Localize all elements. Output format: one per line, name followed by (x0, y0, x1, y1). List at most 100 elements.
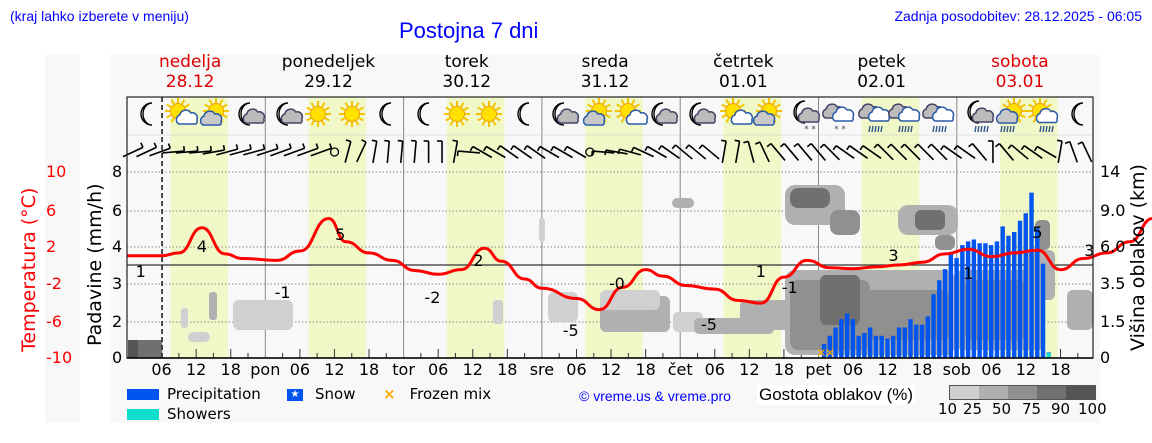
page-title: Postojna 7 dni (399, 18, 539, 43)
svg-text:-0: -0 (609, 274, 625, 293)
svg-text:-1: -1 (782, 278, 798, 297)
precip-tick: 8 (112, 162, 123, 181)
legend-showers-label: Showers (167, 405, 231, 423)
legend-frozen-mix: × Frozen mix (383, 385, 491, 403)
x-axis-tick: 12 (1015, 360, 1037, 379)
svg-text:✕: ✕ (816, 346, 826, 360)
x-axis-tick: 18 (773, 360, 795, 379)
density-swatch (979, 386, 1008, 399)
svg-text:* *: * * (804, 125, 816, 135)
cloud-height-tick: 14 (1100, 162, 1121, 181)
temp-tick: 2 (46, 237, 57, 256)
copyright-link[interactable]: © vreme.us & vreme.pro (579, 388, 731, 404)
x-axis-tick: 12 (462, 360, 483, 379)
x-axis-tick: 18 (358, 360, 380, 379)
svg-text:-5: -5 (563, 321, 579, 340)
day-date: 03.01 (995, 72, 1045, 92)
day-header-1: ponedeljek 29.12 (268, 52, 388, 92)
cloud-height-tick: 3.5 (1100, 274, 1126, 293)
x-axis-tick: 18 (635, 360, 656, 379)
svg-text:-1: -1 (275, 283, 291, 302)
precip-axis-label: Padavine (mm/h) (84, 183, 106, 346)
x-axis-tick: 12 (185, 360, 207, 379)
day-header-5: petek 02.01 (822, 52, 942, 92)
precip-tick: 4 (112, 237, 123, 256)
day-date: 31.12 (580, 72, 630, 92)
precipitation-swatch (127, 389, 159, 400)
density-tick: 50 (992, 400, 1012, 418)
snow-star-icon: ★ (287, 388, 303, 401)
density-swatch (1066, 386, 1095, 399)
x-axis-tick: 18 (1050, 360, 1071, 379)
day-name: četrtek (713, 52, 774, 72)
day-name: nedelja (158, 52, 222, 72)
day-date: 28.12 (165, 72, 215, 92)
x-axis-tick: tor (392, 360, 415, 379)
density-tick: 10 (938, 400, 958, 418)
plot-frame (126, 96, 1094, 359)
legend-snow: ★ Snow (287, 385, 355, 403)
svg-text:2: 2 (473, 251, 483, 270)
svg-text:1: 1 (136, 262, 146, 281)
svg-text:5: 5 (1032, 223, 1042, 242)
day-date: 29.12 (304, 72, 353, 92)
temp-tick: 6 (46, 201, 57, 220)
day-name: petek (857, 52, 906, 72)
svg-text:3: 3 (1084, 241, 1094, 260)
day-header-2: torek 30.12 (407, 52, 527, 92)
density-swatch (1037, 386, 1066, 399)
x-axis-tick: 18 (912, 360, 933, 379)
cloud-density-label: Gostota oblakov (%) (757, 385, 916, 405)
precip-tick: 2 (112, 312, 123, 331)
cloud-height-axis-label: Višina oblakov (km) (1127, 164, 1149, 351)
x-axis-tick: 12 (877, 360, 898, 379)
x-axis-tick: pon (250, 360, 281, 379)
svg-text:-5: -5 (701, 315, 717, 334)
x-axis-tick: sob (942, 360, 971, 379)
precip-tick: 0 (112, 348, 123, 367)
cloud-height-tick: 9.0 (1100, 201, 1126, 220)
precip-tick: 3 (112, 274, 123, 293)
x-axis-tick: 06 (704, 360, 725, 379)
showers-swatch (127, 409, 159, 420)
x-axis-tick: 12 (324, 360, 345, 379)
legend-frozen-mix-label: Frozen mix (409, 385, 492, 403)
temp-tick: -2 (46, 274, 62, 293)
density-tick: 90 (1051, 400, 1071, 418)
temp-tick: -10 (46, 348, 73, 367)
day-header-4: četrtek 01.01 (683, 52, 803, 92)
day-header-0: nedelja 28.12 (130, 52, 250, 92)
x-axis-tick: 12 (600, 360, 622, 379)
x-axis-tick: 06 (427, 360, 449, 379)
x-axis-tick: 06 (566, 360, 587, 379)
cloud-height-tick: 1.5 (1100, 312, 1126, 331)
day-name: ponedeljek (281, 52, 376, 72)
legend-showers: Showers (127, 405, 231, 423)
temp-axis-panel (45, 55, 80, 423)
day-name: sreda (581, 52, 629, 72)
precipitation-bars: ✕✕ (816, 192, 1051, 360)
x-axis-tick: 12 (739, 360, 760, 379)
x-axis-tick: 06 (981, 360, 1002, 379)
svg-text:5: 5 (335, 225, 345, 244)
density-tick: 25 (963, 400, 983, 418)
x-axis-tick: 06 (151, 360, 172, 379)
x-axis-tick: čet (667, 360, 693, 379)
density-swatch (1008, 386, 1037, 399)
temp-axis-label: Temperatura (°C) (18, 187, 40, 352)
svg-text:-2: -2 (424, 288, 440, 307)
cloud-height-tick: 6.0 (1100, 237, 1126, 256)
weather-icons-row: * * * * (140, 98, 1084, 135)
day-header-6: sobota 03.01 (960, 52, 1080, 92)
x-axis-tick: 06 (842, 360, 864, 379)
legend-precipitation: Precipitation (127, 385, 261, 403)
day-date: 30.12 (442, 72, 492, 92)
frozen-mix-x-icon: × (383, 385, 396, 403)
density-tick: 75 (1022, 400, 1042, 418)
wind-barbs-row (122, 139, 1093, 164)
x-axis-tick: sre (529, 360, 555, 379)
svg-text:1: 1 (756, 262, 766, 281)
day-name: torek (444, 52, 489, 72)
day-date: 02.01 (857, 72, 906, 92)
